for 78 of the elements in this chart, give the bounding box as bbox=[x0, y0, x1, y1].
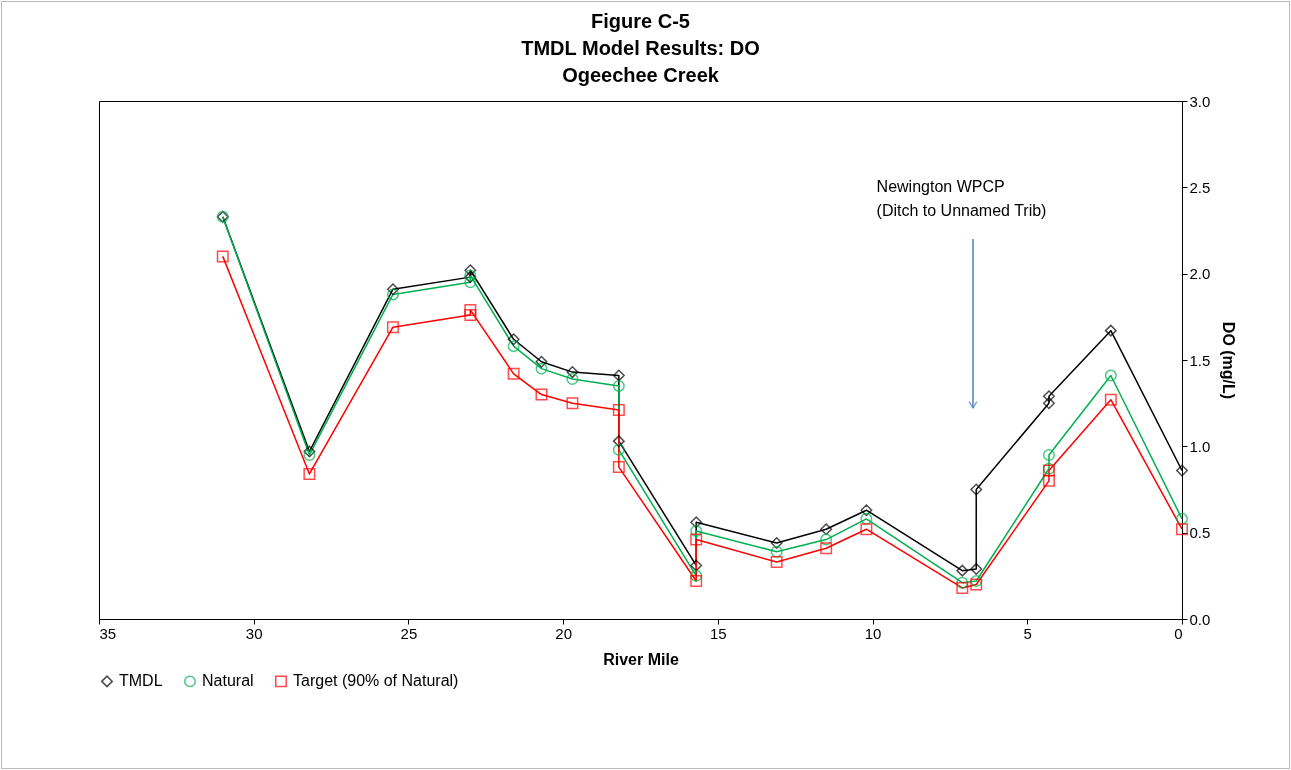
point bbox=[860, 504, 873, 517]
point bbox=[535, 355, 548, 368]
y-tick-label: 2.5 bbox=[1189, 178, 1211, 196]
point bbox=[1042, 448, 1055, 461]
y-tick-label: 0.0 bbox=[1189, 610, 1211, 628]
x-tick-label: 10 bbox=[864, 624, 882, 642]
point bbox=[464, 276, 477, 289]
point bbox=[612, 379, 625, 392]
point bbox=[507, 367, 520, 380]
point bbox=[770, 537, 783, 550]
point bbox=[956, 581, 969, 594]
point bbox=[1176, 523, 1188, 536]
point bbox=[1176, 512, 1188, 525]
point bbox=[970, 575, 983, 587]
point bbox=[1042, 397, 1055, 410]
point bbox=[464, 303, 477, 316]
point bbox=[1104, 369, 1117, 382]
point bbox=[566, 373, 579, 385]
point bbox=[820, 542, 833, 555]
point bbox=[970, 578, 983, 591]
y-axis-title: DO (mg/L) bbox=[1220, 321, 1238, 400]
point bbox=[612, 443, 625, 456]
y-tick-label: 0.5 bbox=[1189, 524, 1211, 542]
x-tick-label: 0 bbox=[1174, 624, 1183, 642]
x-tick-label: 20 bbox=[555, 624, 572, 642]
point bbox=[820, 533, 833, 546]
x-tick-label: 30 bbox=[245, 624, 263, 642]
point bbox=[770, 545, 783, 558]
point bbox=[1042, 390, 1055, 403]
chart-title: Figure C-5 TMDL Model Results: DO Ogeechee Creek bbox=[521, 10, 760, 86]
point bbox=[1104, 393, 1117, 406]
point bbox=[386, 288, 399, 301]
point bbox=[860, 523, 873, 536]
point bbox=[690, 533, 703, 546]
point bbox=[612, 461, 625, 474]
x-tick-label: 15 bbox=[710, 624, 727, 642]
point bbox=[507, 340, 520, 353]
point bbox=[956, 564, 969, 577]
point bbox=[507, 333, 520, 346]
point bbox=[464, 264, 477, 277]
point bbox=[464, 309, 477, 322]
point bbox=[386, 321, 399, 334]
point bbox=[1176, 464, 1188, 477]
point bbox=[612, 369, 625, 382]
point bbox=[820, 523, 833, 536]
point bbox=[1042, 474, 1055, 487]
y-tick-label: 1.5 bbox=[1189, 351, 1211, 369]
point bbox=[690, 575, 703, 588]
point bbox=[1104, 324, 1117, 337]
point bbox=[690, 524, 703, 537]
y-tick-label: 2.0 bbox=[1189, 265, 1211, 283]
point bbox=[860, 512, 873, 525]
point bbox=[535, 362, 548, 375]
x-tick-label: 25 bbox=[400, 624, 418, 642]
point bbox=[690, 516, 703, 529]
point bbox=[566, 397, 579, 410]
point bbox=[612, 404, 625, 417]
y-tick-label: 1.0 bbox=[1189, 437, 1211, 455]
x-axis-title: River Mile bbox=[603, 650, 679, 668]
point bbox=[690, 559, 703, 572]
point bbox=[970, 562, 983, 575]
x-tick-label: 35 bbox=[99, 624, 117, 642]
x-tick-label: 5 bbox=[1023, 624, 1032, 642]
point bbox=[566, 366, 579, 379]
legend-label: Natural bbox=[202, 672, 254, 690]
annotation: Newington WPCP (Ditch to Unnamed Trib) bbox=[876, 177, 1047, 219]
point bbox=[216, 250, 229, 263]
point bbox=[612, 435, 625, 448]
point bbox=[956, 576, 969, 589]
legend-label: TMDL bbox=[119, 672, 163, 690]
point bbox=[303, 467, 316, 480]
point bbox=[386, 283, 399, 296]
point bbox=[690, 569, 703, 582]
y-tick-label: 3.0 bbox=[1189, 92, 1211, 110]
legend-label: Target (90% of Natural) bbox=[293, 672, 459, 690]
point bbox=[770, 556, 783, 569]
point bbox=[970, 483, 983, 496]
point bbox=[535, 388, 548, 401]
